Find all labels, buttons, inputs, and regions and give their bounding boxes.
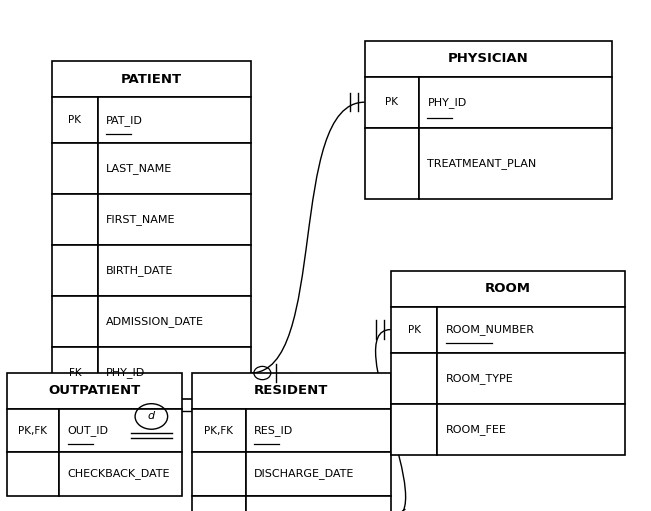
Bar [391,404,437,455]
Bar [192,409,245,452]
Bar [7,409,59,452]
Bar [52,347,98,399]
Text: ADMISSION_DATE: ADMISSION_DATE [106,316,204,328]
Bar [365,77,419,128]
Bar [52,245,98,296]
Text: BIRTH_DATE: BIRTH_DATE [106,265,174,276]
Text: FIRST_NAME: FIRST_NAME [106,214,176,225]
Bar [59,409,182,452]
Text: PK,FK: PK,FK [18,426,48,435]
Text: ROOM_TYPE: ROOM_TYPE [446,373,514,384]
Text: CHECKBACK_DATE: CHECKBACK_DATE [68,469,170,479]
Text: FK: FK [68,368,81,378]
Bar [52,61,251,97]
Text: PHY_ID: PHY_ID [106,367,145,379]
Text: d: d [148,411,155,422]
Bar [391,307,437,353]
Bar [391,271,625,307]
Bar [192,496,245,511]
Bar [52,194,98,245]
Bar [192,452,245,496]
Text: ROOM_FEE: ROOM_FEE [446,424,507,435]
Bar [437,404,625,455]
Text: LAST_NAME: LAST_NAME [106,163,173,174]
Bar [52,143,98,194]
Text: ROOM: ROOM [485,282,531,295]
Bar [98,296,251,347]
Text: TREATMEANT_PLAN: TREATMEANT_PLAN [428,158,536,169]
Text: RESIDENT: RESIDENT [254,384,329,398]
Text: PATIENT: PATIENT [121,73,182,86]
Text: PHYSICIAN: PHYSICIAN [448,52,529,65]
Text: DISCHARGE_DATE: DISCHARGE_DATE [254,469,355,479]
Bar [245,409,391,452]
Text: PAT_ID: PAT_ID [106,114,143,126]
Bar [98,194,251,245]
Bar [59,452,182,496]
Text: RES_ID: RES_ID [254,425,294,436]
Bar [52,97,98,143]
Bar [437,353,625,404]
Text: PHY_ID: PHY_ID [428,97,467,108]
Bar [419,77,612,128]
Bar [98,347,251,399]
Bar [365,128,419,199]
Bar [7,452,59,496]
Text: OUT_ID: OUT_ID [68,425,109,436]
Text: PK,FK: PK,FK [204,426,233,435]
Bar [365,41,612,77]
Bar [98,245,251,296]
Bar [437,307,625,353]
Text: ROOM_NUMBER: ROOM_NUMBER [446,324,535,335]
Text: PK: PK [385,97,398,107]
Text: PK: PK [408,324,421,335]
Text: PK: PK [68,115,81,125]
Bar [192,373,391,409]
Bar [245,496,391,511]
Bar [419,128,612,199]
Bar [98,143,251,194]
Text: OUTPATIENT: OUTPATIENT [48,384,141,398]
Bar [245,452,391,496]
Bar [52,296,98,347]
Bar [391,353,437,404]
Bar [7,373,182,409]
Bar [98,97,251,143]
